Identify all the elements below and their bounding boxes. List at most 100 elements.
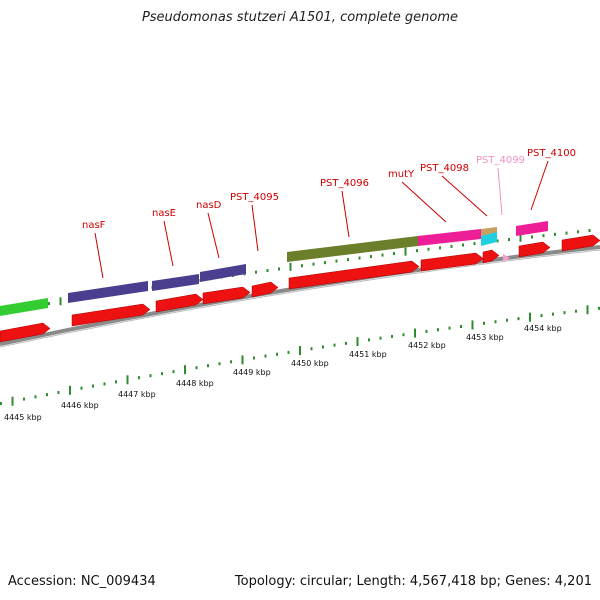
upper-tick-mark (324, 261, 326, 265)
scale-tick-mark (483, 321, 485, 325)
kbp-label: 4448 kbp (176, 379, 214, 388)
upper-tick-mark (519, 233, 522, 242)
gene-label: PST_4100 (527, 148, 576, 159)
gene-leader-line (401, 181, 447, 223)
feature-bar (418, 229, 481, 246)
upper-tick-mark (588, 229, 591, 233)
upper-tick-mark (496, 239, 499, 243)
scale-tick-mark (517, 317, 520, 321)
scale-tick-mark (299, 346, 301, 356)
cds-arrow (202, 286, 251, 305)
upper-tick-mark (347, 258, 349, 262)
cds-arrow-small (503, 254, 510, 262)
cds-arrow (518, 241, 551, 258)
gene-label: nasF (82, 220, 106, 231)
scale-tick-mark (425, 329, 428, 333)
scale-tick-mark (586, 305, 589, 315)
scale-tick-mark (253, 356, 255, 360)
scale-tick-mark (552, 312, 554, 316)
scale-tick-mark (437, 328, 439, 332)
feature-bar (200, 264, 246, 282)
cds-arrow (155, 293, 204, 313)
upper-tick-mark (404, 247, 407, 256)
gene-label: nasE (152, 208, 176, 219)
scale-tick-mark (598, 306, 600, 310)
scale-tick-mark (230, 360, 232, 364)
upper-tick-track (2, 229, 591, 313)
kbp-label-layer: 4445 kbp 4446 kbp 4447 kbp 4448 kbp 4449 kbp… (4, 324, 562, 422)
kbp-label: 4454 kbp (524, 324, 562, 333)
upper-tick-mark (289, 262, 292, 271)
upper-tick-mark (554, 232, 556, 236)
feature-bar (0, 298, 48, 316)
scale-tick-mark (287, 350, 290, 354)
gene-label-layer: nasF nasE nasD PST_4095 PST_4096 mutY PST_4098… (82, 148, 576, 279)
scale-tick-mark (195, 366, 198, 370)
upper-tick-mark (508, 238, 510, 242)
scale-tick-mark (345, 341, 347, 345)
gene-leader-line (497, 167, 503, 216)
cds-arrow (0, 322, 51, 343)
scale-tick-mark (264, 354, 267, 358)
scale-tick-mark (69, 385, 71, 395)
scale-tick-mark (540, 314, 543, 318)
gene-leader-line (251, 204, 259, 252)
scale-tick-mark (379, 336, 382, 340)
scale-tick-mark (356, 337, 359, 347)
upper-tick-mark (450, 244, 453, 248)
kbp-label: 4446 kbp (61, 401, 99, 410)
scale-tick-track (0, 305, 600, 406)
gene-label: PST_4095 (230, 192, 279, 203)
cds-arrow (71, 303, 151, 327)
scale-tick-mark (276, 352, 278, 356)
feature-bar (516, 221, 548, 236)
scale-tick-mark (161, 372, 163, 376)
kbp-label: 4447 kbp (118, 390, 156, 399)
gene-label: PST_4096 (320, 178, 369, 189)
gene-label: nasD (196, 200, 222, 211)
upper-tick-mark (393, 252, 395, 256)
upper-tick-mark (59, 297, 62, 306)
scale-tick-mark (138, 376, 140, 380)
feature-bar (152, 274, 199, 291)
scale-tick-mark (310, 347, 313, 351)
scale-tick-mark (471, 320, 474, 330)
scale-tick-mark (322, 345, 324, 349)
kbp-label: 4450 kbp (291, 359, 329, 368)
scale-tick-mark (92, 384, 94, 388)
upper-tick-mark (335, 259, 338, 263)
gene-leader-line (441, 175, 488, 217)
accession-text: Accession: NC_009434 (8, 574, 156, 589)
scale-tick-mark (0, 402, 2, 405)
cds-arrow (482, 249, 500, 264)
upper-tick-mark (577, 230, 579, 234)
scale-tick-mark (80, 386, 83, 390)
upper-tick-mark (416, 249, 418, 253)
cds-arrow (251, 281, 279, 298)
scale-tick-mark (529, 312, 531, 322)
upper-tick-mark (381, 253, 384, 257)
scale-tick-mark (414, 328, 416, 338)
upper-tick-mark (370, 255, 372, 259)
cds-arrow (561, 234, 600, 252)
kbp-label: 4445 kbp (4, 413, 42, 422)
scale-tick-mark (184, 365, 186, 375)
scale-tick-mark (172, 370, 175, 374)
map-title: Pseudomonas stutzeri A1501, complete gen… (141, 10, 459, 25)
scale-tick-mark (391, 334, 393, 338)
scale-tick-mark (46, 393, 48, 397)
scale-tick-mark (506, 318, 508, 322)
genome-backbone (0, 245, 600, 346)
scale-tick-mark (218, 362, 221, 366)
upper-tick-mark (48, 302, 50, 306)
scale-tick-mark (103, 382, 106, 386)
scale-tick-mark (460, 324, 462, 328)
upper-tick-mark (531, 235, 533, 239)
gene-leader-line (94, 232, 104, 279)
scale-tick-mark (448, 326, 451, 330)
upper-tick-mark (266, 269, 269, 273)
cds-arrow (420, 252, 484, 272)
scale-tick-mark (57, 390, 60, 394)
